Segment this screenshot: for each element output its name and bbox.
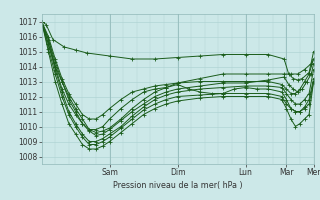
- X-axis label: Pression niveau de la mer( hPa ): Pression niveau de la mer( hPa ): [113, 181, 243, 190]
